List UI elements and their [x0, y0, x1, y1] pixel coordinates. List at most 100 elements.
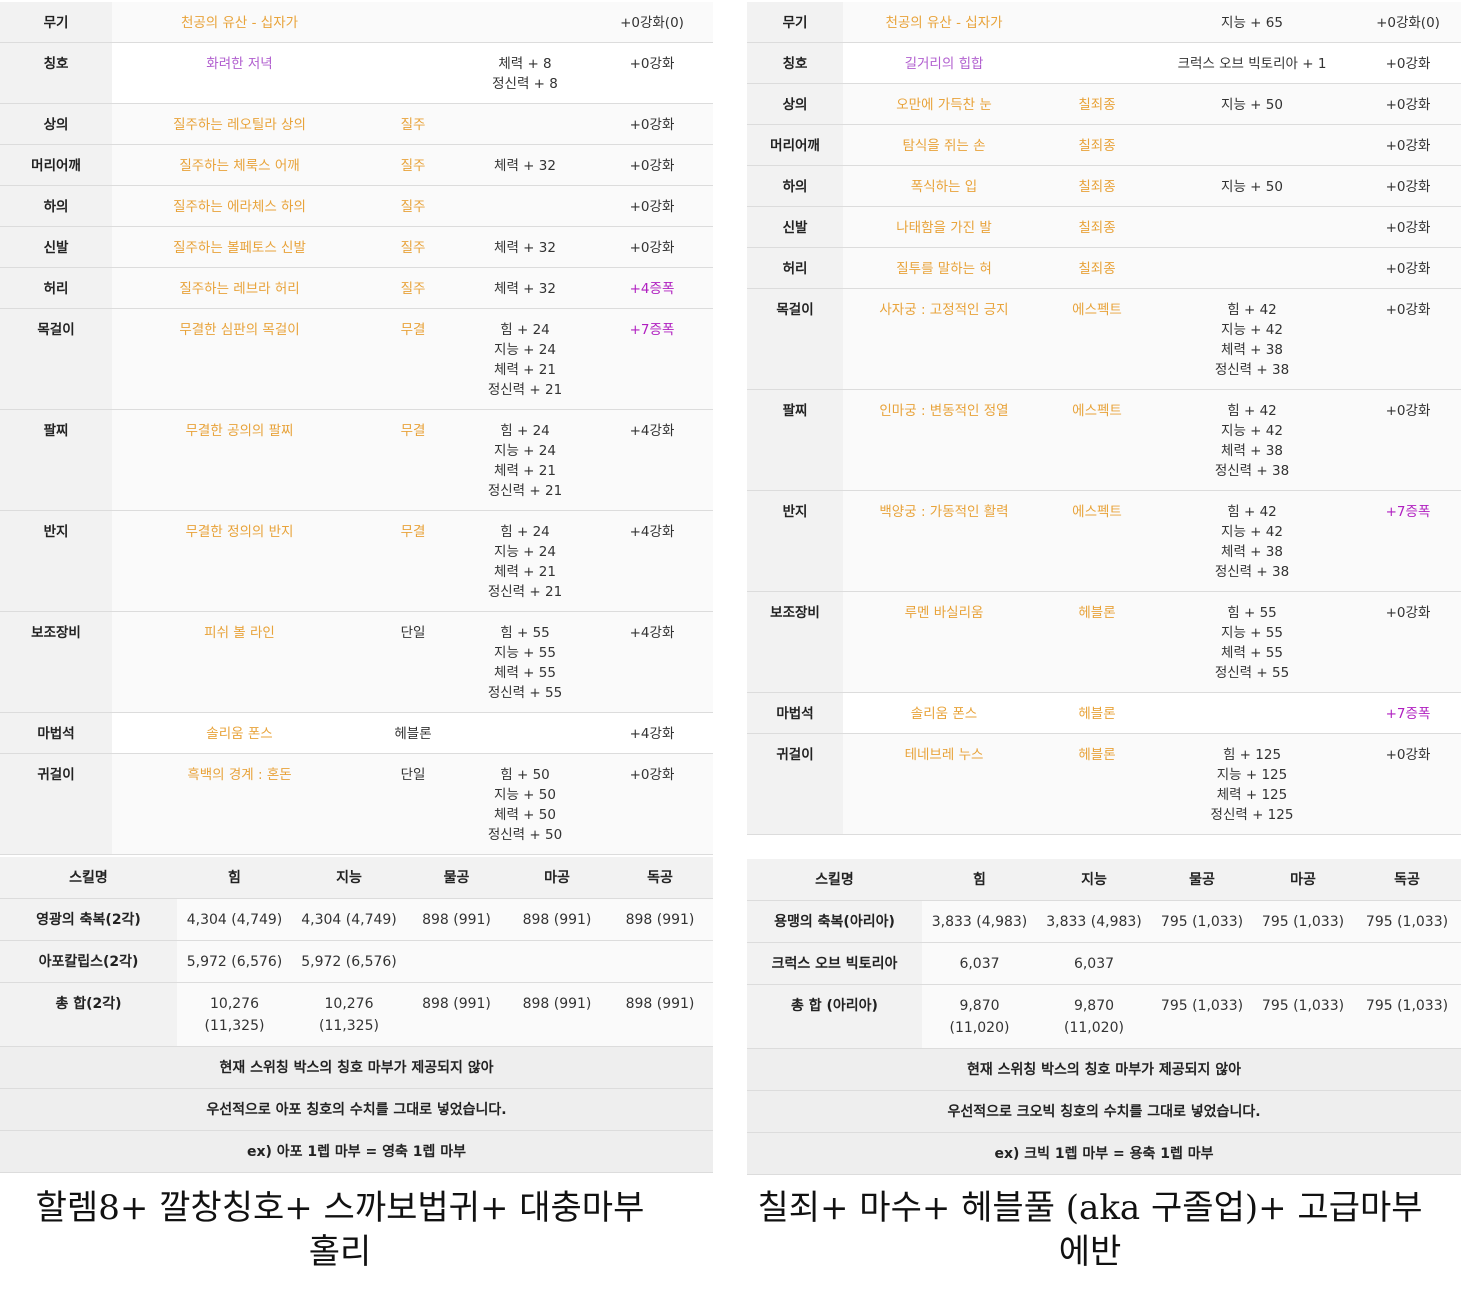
equipment-row: 마법석 솔리움 폰스 헤블론 +7증폭: [747, 692, 1461, 734]
equipment-set-name: 칠죄종: [1045, 83, 1149, 125]
equipment-stat-line: 힘 + 24: [500, 524, 550, 540]
equipment-stat-line: 힘 + 125: [1222, 747, 1282, 763]
equipment-set-name: 질주: [367, 144, 459, 186]
equipment-set-name: 에스펙트: [1045, 389, 1149, 491]
skill-header-cell: 마공: [507, 857, 607, 899]
note-row: 우선적으로 크오빅 칭호의 수치를 그대로 넣었습니다.: [747, 1090, 1461, 1133]
equipment-stat-line: 힘 + 24: [500, 423, 550, 439]
left-skill-table: 스킬명 힘 지능 물공 마공 독공 영광의 축복(2각) 4,304 (4,749) 4,304…: [0, 857, 713, 1173]
left-equipment-panel: 무기 천공의 유산 - 십자가 +0강화(0) 칭호 화려한 저녁 체력 + 8 정신력 +…: [0, 2, 713, 855]
equipment-stats: [1149, 206, 1355, 248]
equipment-slot-label: 무기: [0, 2, 112, 43]
skill-value: 898 (991): [607, 898, 713, 941]
equipment-stat-line: 체력 + 55: [1221, 645, 1283, 661]
equipment-slot-label: 귀걸이: [747, 733, 843, 835]
equipment-stat-line: 힘 + 50: [500, 767, 550, 783]
equipment-set-name: 헤블론: [1045, 692, 1149, 734]
skill-value: 898 (991): [607, 982, 713, 1047]
equipment-stat-line: 체력 + 8: [498, 56, 552, 72]
equipment-stat-line: 정신력 + 21: [487, 382, 563, 398]
equipment-stat-line: 정신력 + 38: [1214, 564, 1290, 580]
equipment-item-name: 질주하는 체룩스 어깨: [112, 144, 367, 186]
equipment-stat-line: 정신력 + 38: [1214, 463, 1290, 479]
equipment-slot-label: 목걸이: [747, 288, 843, 390]
skill-row: 총 합(2각) 10,276 (11,325) 10,276 (11,325) 898 (…: [0, 982, 713, 1047]
equipment-set-name: [1045, 2, 1149, 43]
equipment-set-name: 에스펙트: [1045, 288, 1149, 390]
equipment-set-name: 질주: [367, 267, 459, 309]
equipment-row: 반지 무결한 정의의 반지 무결 힘 + 24 지능 + 24 체력 + 21 정신력 + …: [0, 510, 713, 612]
equipment-enhancement: +0강화: [1355, 247, 1461, 289]
equipment-stat-line: 정신력 + 55: [1214, 665, 1290, 681]
skill-value-line: (11,325): [204, 1018, 265, 1034]
equipment-row: 보조장비 루멘 바실리움 헤블론 힘 + 55 지능 + 55 체력 + 55 정신력 + …: [747, 591, 1461, 693]
skill-value-line: 898 (991): [625, 912, 695, 928]
equipment-enhancement: +4강화: [591, 510, 713, 612]
equipment-stat-line: 체력 + 38: [1221, 544, 1283, 560]
skill-value-line: 9,870: [1073, 998, 1115, 1014]
equipment-stat-line: 힘 + 55: [500, 625, 550, 641]
skill-value-line: 795 (1,033): [1365, 998, 1449, 1014]
skill-value: [607, 940, 713, 983]
equipment-set-name: [367, 42, 459, 104]
equipment-item-name: 질주하는 레브라 허리: [112, 267, 367, 309]
equipment-stat-line: 힘 + 42: [1227, 302, 1277, 318]
equipment-row: 칭호 길거리의 힙합 크럭스 오브 빅토리아 + 1 +0강화: [747, 42, 1461, 84]
skill-value: 4,304 (4,749): [292, 898, 406, 941]
skill-value: [406, 940, 507, 983]
equipment-row: 목걸이 사자궁 : 고정적인 긍지 에스펙트 힘 + 42 지능 + 42 체력 + 38…: [747, 288, 1461, 390]
equipment-stats: 힘 + 24 지능 + 24 체력 + 21 정신력 + 21: [459, 510, 591, 612]
skill-value: 9,870 (11,020): [1037, 984, 1151, 1049]
skill-value: [1253, 942, 1353, 985]
skill-row: 크럭스 오브 빅토리아 6,037 6,037: [747, 942, 1461, 985]
equipment-stat-line: 정신력 + 125: [1210, 807, 1294, 823]
skill-row: 아포칼립스(2각) 5,972 (6,576) 5,972 (6,576): [0, 940, 713, 983]
equipment-item-name: 백양궁 : 가동적인 활력: [843, 490, 1045, 592]
equipment-stat-line: 체력 + 55: [494, 665, 556, 681]
skill-header-cell: 힘: [177, 857, 292, 899]
left-skill-panel: 스킬명 힘 지능 물공 마공 독공 영광의 축복(2각) 4,304 (4,749) 4,304…: [0, 857, 713, 1173]
skill-header-row: 스킬명 힘 지능 물공 마공 독공: [747, 859, 1461, 901]
skill-value-line: 5,972 (6,576): [301, 954, 397, 970]
equipment-stats: 힘 + 42 지능 + 42 체력 + 38 정신력 + 38: [1149, 288, 1355, 390]
equipment-enhancement: +0강화: [1355, 206, 1461, 248]
equipment-row: 신발 질주하는 볼페토스 신발 질주 체력 + 32 +0강화: [0, 226, 713, 268]
equipment-stat-line: 지능 + 55: [494, 645, 556, 661]
equipment-row: 보조장비 피쉬 볼 라인 단일 힘 + 55 지능 + 55 체력 + 55 정신력 + 5…: [0, 611, 713, 713]
equipment-slot-label: 마법석: [747, 692, 843, 734]
skill-value-line: (11,020): [1064, 1020, 1124, 1036]
equipment-slot-label: 마법석: [0, 712, 112, 754]
equipment-set-name: 헤블론: [1045, 733, 1149, 835]
skill-header-cell: 스킬명: [747, 859, 922, 901]
equipment-set-name: 질주: [367, 226, 459, 268]
left-caption-line2: 홀리: [308, 1232, 372, 1272]
equipment-row: 상의 오만에 가득찬 눈 칠죄종 지능 + 50 +0강화: [747, 83, 1461, 125]
equipment-stats: 체력 + 32: [459, 144, 591, 186]
skill-header-cell: 힘: [922, 859, 1037, 901]
skill-name: 크럭스 오브 빅토리아: [747, 942, 922, 985]
skill-header-cell: 지능: [1037, 859, 1151, 901]
equipment-item-name: 질주하는 에라체스 하의: [112, 185, 367, 227]
skill-value: 10,276 (11,325): [292, 982, 406, 1047]
equipment-set-name: 질주: [367, 185, 459, 227]
equipment-stats: 힘 + 24 지능 + 24 체력 + 21 정신력 + 21: [459, 308, 591, 410]
equipment-slot-label: 반지: [747, 490, 843, 592]
equipment-stats: 힘 + 42 지능 + 42 체력 + 38 정신력 + 38: [1149, 490, 1355, 592]
skill-value: 10,276 (11,325): [177, 982, 292, 1047]
note-row: ex) 크빅 1렙 마부 = 용축 1렙 마부: [747, 1132, 1461, 1175]
skill-header-cell: 마공: [1253, 859, 1353, 901]
equipment-row: 마법석 솔리움 폰스 헤블론 +4강화: [0, 712, 713, 754]
equipment-stat-line: 지능 + 24: [494, 443, 556, 459]
skill-value-line: 795 (1,033): [1365, 914, 1449, 930]
equipment-enhancement: +4강화: [591, 712, 713, 754]
skill-value-line: 898 (991): [422, 996, 491, 1012]
equipment-slot-label: 하의: [0, 185, 112, 227]
equipment-enhancement: +0강화: [1355, 165, 1461, 207]
equipment-item-name: 폭식하는 입: [843, 165, 1045, 207]
skill-value: 898 (991): [406, 898, 507, 941]
equipment-stats: [459, 2, 591, 43]
skill-value-line: 898 (991): [522, 912, 592, 928]
left-equipment-table: 무기 천공의 유산 - 십자가 +0강화(0) 칭호 화려한 저녁 체력 + 8 정신력 +…: [0, 2, 713, 855]
equipment-slot-label: 칭호: [747, 42, 843, 84]
skill-value: 6,037: [1037, 942, 1151, 985]
